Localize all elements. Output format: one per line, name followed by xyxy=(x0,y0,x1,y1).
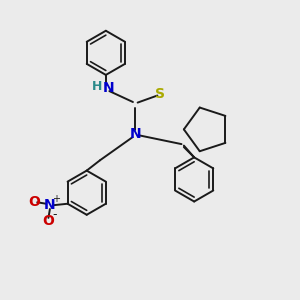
Text: N: N xyxy=(44,198,56,212)
Text: N: N xyxy=(102,81,114,95)
Text: N: N xyxy=(130,127,141,141)
Text: +: + xyxy=(52,194,60,204)
Text: O: O xyxy=(43,214,54,228)
Text: S: S xyxy=(155,87,165,101)
Text: -: - xyxy=(53,208,57,221)
Text: H: H xyxy=(92,80,102,94)
Text: O: O xyxy=(28,195,40,209)
